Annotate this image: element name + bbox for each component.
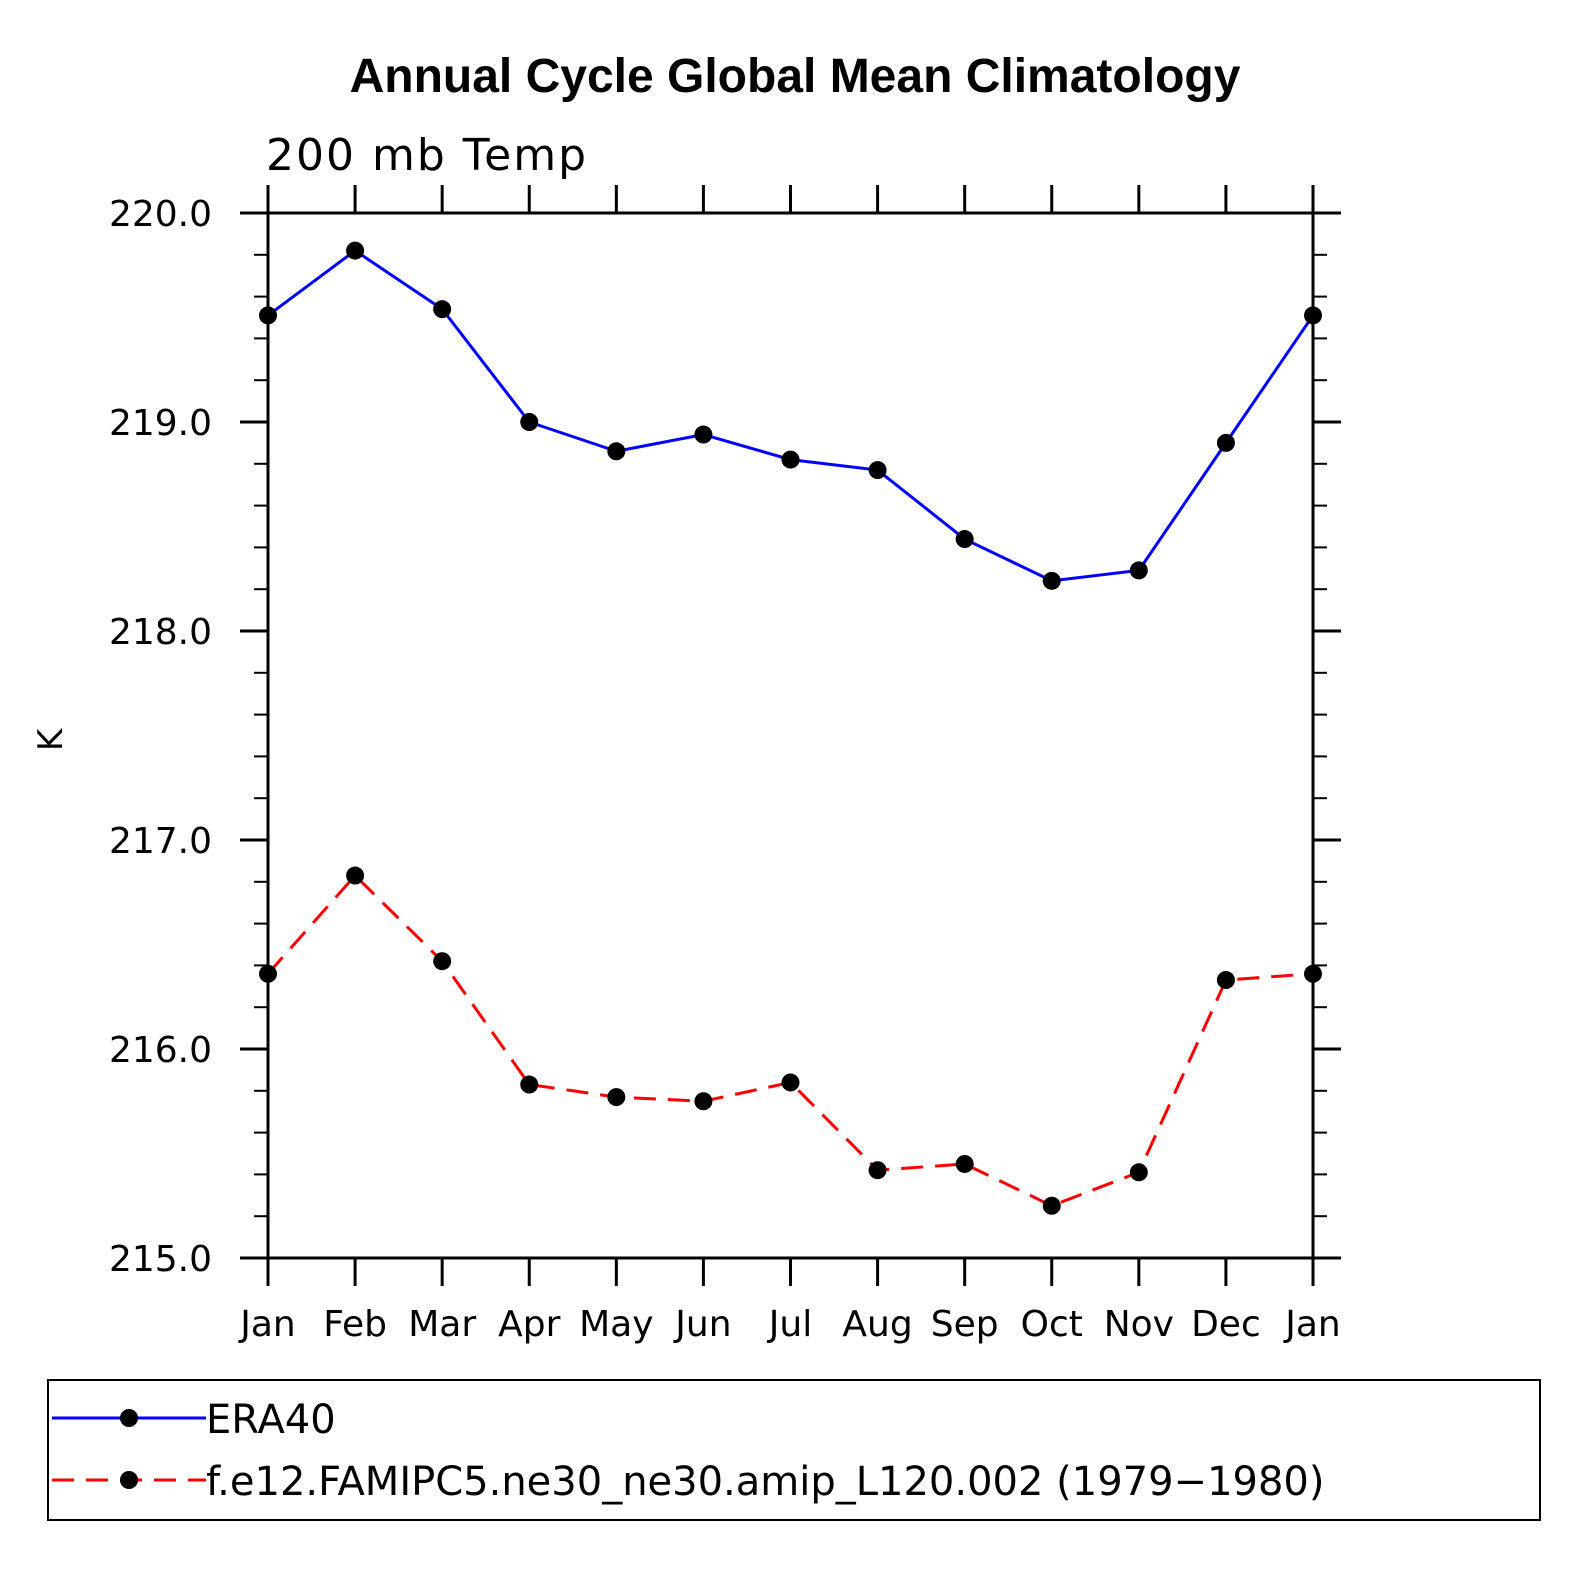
x-tick-label: Apr xyxy=(498,1304,560,1345)
legend-model-marker xyxy=(120,1471,138,1489)
data-point xyxy=(781,1073,800,1092)
x-tick-label: Oct xyxy=(1021,1304,1083,1345)
data-point xyxy=(868,461,887,480)
data-point xyxy=(346,866,365,885)
data-point xyxy=(520,1075,539,1094)
data-point xyxy=(955,1154,974,1173)
chart-subtitle: 200 mb Temp xyxy=(266,130,588,181)
data-point xyxy=(1304,306,1322,325)
plot-frame xyxy=(266,211,1315,1260)
legend-model-label: f.e12.FAMIPC5.ne30_ne30.amip_L120.002 (1… xyxy=(206,1459,1324,1505)
y-tick-label: 219.0 xyxy=(109,403,212,444)
x-tick-label: Dec xyxy=(1191,1304,1261,1345)
series-line-0 xyxy=(267,248,1315,583)
x-tick-label: Feb xyxy=(323,1304,387,1345)
data-point xyxy=(259,306,277,325)
x-tick-label: Jan xyxy=(238,1304,296,1345)
x-tick-label: Jan xyxy=(1283,1304,1341,1345)
legend-box xyxy=(47,1379,1541,1521)
data-point xyxy=(694,1092,713,1111)
data-point xyxy=(1216,433,1235,452)
axis-ticks xyxy=(240,185,1341,1286)
series-points xyxy=(259,241,1322,1215)
y-axis-label: K xyxy=(31,727,71,751)
data-point xyxy=(607,1088,626,1107)
y-tick-label: 216.0 xyxy=(109,1030,212,1071)
data-point xyxy=(1129,561,1148,580)
data-point xyxy=(433,300,452,319)
x-tick-label: May xyxy=(579,1304,653,1345)
data-point xyxy=(520,413,539,431)
x-tick-label: Mar xyxy=(408,1304,476,1345)
y-tick-label: 220.0 xyxy=(109,194,212,235)
legend-era40-label: ERA40 xyxy=(206,1397,336,1443)
data-point xyxy=(433,952,452,971)
data-point xyxy=(607,442,626,461)
x-tick-label: Jun xyxy=(673,1304,731,1345)
data-point xyxy=(1216,971,1235,990)
data-point xyxy=(694,425,713,444)
x-tick-label: Nov xyxy=(1104,1304,1174,1345)
y-tick-label: 217.0 xyxy=(109,821,212,862)
data-point xyxy=(1042,571,1061,590)
legend-era40-marker xyxy=(120,1409,138,1427)
x-tick-label: Jul xyxy=(767,1304,812,1345)
data-point xyxy=(1129,1163,1148,1182)
series-lines xyxy=(266,248,1315,1208)
data-point xyxy=(781,450,800,469)
data-point xyxy=(259,964,277,983)
series-line-1 xyxy=(266,873,1314,1208)
y-tick-label: 215.0 xyxy=(109,1239,212,1280)
y-tick-label: 218.0 xyxy=(109,612,212,653)
data-point xyxy=(868,1161,887,1180)
y-tick-labels: 215.0 216.0 217.0 218.0 219.0 220.0 xyxy=(109,194,212,1280)
data-point xyxy=(955,530,974,549)
x-tick-label: Aug xyxy=(842,1304,912,1345)
x-tick-labels: Jan Feb Mar Apr May Jun Jul Aug Sep Oct Nov Dec Jan xyxy=(238,1304,1341,1345)
x-tick-label: Sep xyxy=(931,1304,999,1345)
data-point xyxy=(1042,1196,1061,1215)
chart-title: Annual Cycle Global Mean Climatology xyxy=(350,50,1241,103)
data-point xyxy=(1304,964,1322,983)
data-point xyxy=(346,241,365,260)
